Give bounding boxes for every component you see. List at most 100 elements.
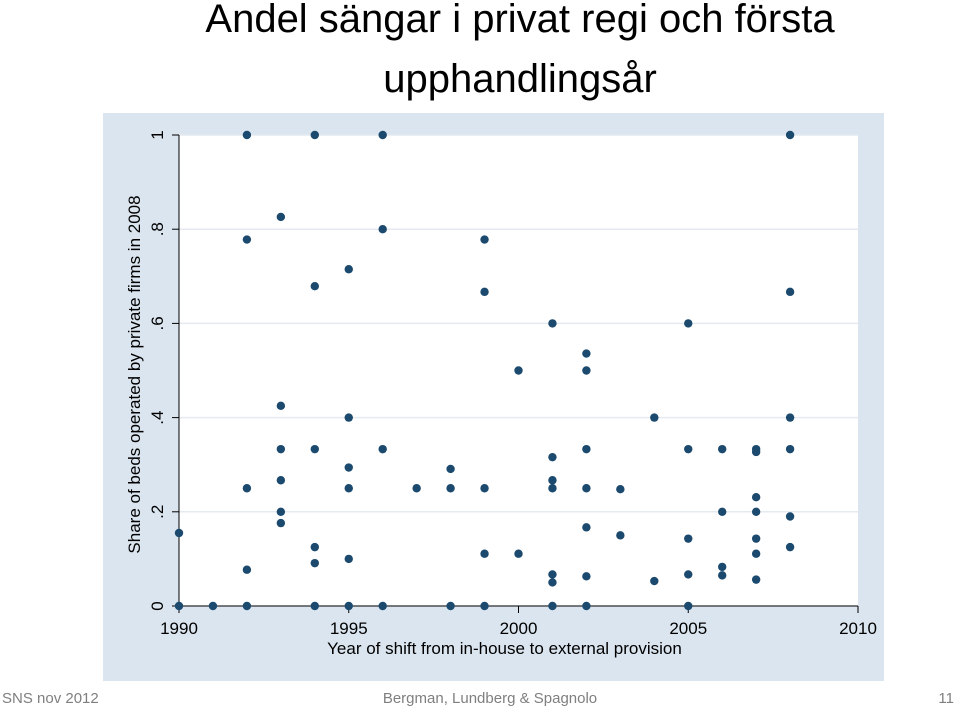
data-point xyxy=(446,484,455,493)
data-point xyxy=(242,601,252,611)
data-point xyxy=(751,447,761,457)
data-point xyxy=(548,570,557,579)
data-point xyxy=(785,542,795,552)
data-point xyxy=(310,130,319,140)
data-point xyxy=(582,366,591,375)
data-point xyxy=(344,463,353,472)
data-point xyxy=(378,130,387,140)
data-point xyxy=(684,444,693,454)
y-tick-label: 0 xyxy=(148,601,167,610)
data-point xyxy=(378,601,387,611)
page-number: 11 xyxy=(938,690,954,707)
x-tick-label: 2010 xyxy=(839,619,877,638)
data-point xyxy=(446,464,455,474)
data-point xyxy=(514,549,523,558)
data-point xyxy=(310,542,319,552)
data-point xyxy=(480,235,489,244)
data-point xyxy=(174,601,184,611)
data-point xyxy=(480,484,489,493)
data-point xyxy=(718,562,727,572)
data-point xyxy=(785,287,795,297)
data-point xyxy=(785,512,795,521)
y-tick-label: .2 xyxy=(148,505,167,519)
data-point xyxy=(412,484,421,493)
data-point xyxy=(276,507,286,516)
data-point xyxy=(310,601,319,611)
y-tick-label: .4 xyxy=(148,411,167,425)
data-point xyxy=(582,484,591,493)
data-point xyxy=(310,558,319,568)
data-point xyxy=(650,576,659,586)
data-point xyxy=(548,578,557,587)
data-point xyxy=(548,484,557,493)
chart-svg: 0 .2 .4 .6 .8 1 1990 1995 2000 2005 2010 Year of sh… xyxy=(103,113,884,681)
data-point xyxy=(684,319,693,328)
data-point xyxy=(548,476,557,485)
x-axis-title: Year of shift from in-house to external … xyxy=(327,639,682,658)
data-point xyxy=(242,484,252,493)
data-point xyxy=(582,444,591,454)
data-point xyxy=(582,523,591,532)
footer-date: SNS nov 2012 xyxy=(2,690,99,707)
x-tick-label: 2000 xyxy=(500,619,538,638)
data-point xyxy=(344,265,353,274)
data-point xyxy=(242,130,252,140)
data-point xyxy=(242,235,252,244)
data-point xyxy=(684,534,693,543)
data-point xyxy=(718,571,727,580)
data-point xyxy=(616,531,625,540)
data-point xyxy=(582,601,591,611)
scatter-chart: 0 .2 .4 .6 .8 1 1990 1995 2000 2005 2010 Year of sh… xyxy=(103,113,884,681)
data-point xyxy=(174,528,184,538)
data-point xyxy=(751,507,761,516)
data-point xyxy=(514,366,523,375)
data-point xyxy=(785,130,795,140)
y-axis-title: Share of beds operated by private firms … xyxy=(125,195,144,553)
data-point xyxy=(751,549,761,558)
y-tick-label: .8 xyxy=(148,222,167,236)
data-point xyxy=(582,572,591,581)
data-point xyxy=(548,452,557,462)
footer-authors: Bergman, Lundberg & Spagnolo xyxy=(382,690,598,707)
data-point xyxy=(718,444,727,454)
data-point xyxy=(208,601,218,611)
data-point xyxy=(242,565,252,574)
data-point xyxy=(344,413,353,422)
data-point xyxy=(480,601,489,611)
data-point xyxy=(378,444,387,454)
data-point xyxy=(480,287,489,297)
data-point xyxy=(785,444,795,454)
data-point xyxy=(480,549,489,558)
data-point xyxy=(785,413,795,422)
x-tick-label: 1995 xyxy=(330,619,368,638)
data-point xyxy=(684,601,693,611)
x-tick-label: 1990 xyxy=(160,619,198,638)
data-point xyxy=(616,484,625,494)
x-tick-label: 2005 xyxy=(669,619,707,638)
slide-title-line-2: upphandlingsår xyxy=(383,57,657,101)
data-point xyxy=(310,444,319,454)
data-point xyxy=(378,225,387,234)
data-point xyxy=(548,601,557,611)
data-point xyxy=(276,401,286,411)
data-point xyxy=(344,484,353,493)
data-point xyxy=(751,492,761,502)
slide-title-line-1: Andel sängar i privat regi och första xyxy=(205,0,835,41)
y-tick-label: 1 xyxy=(148,130,167,139)
data-point xyxy=(344,554,353,564)
data-point xyxy=(684,570,693,579)
data-point xyxy=(276,444,286,454)
y-tick-label: .6 xyxy=(148,316,167,330)
data-point xyxy=(446,601,455,611)
data-point xyxy=(718,507,727,516)
data-point xyxy=(310,281,319,291)
data-point xyxy=(548,319,557,328)
data-point xyxy=(276,476,286,485)
data-point xyxy=(582,349,591,358)
data-point xyxy=(751,575,761,584)
data-point xyxy=(276,518,286,528)
data-point xyxy=(344,601,353,611)
data-point xyxy=(650,413,659,422)
data-point xyxy=(751,534,761,543)
data-point xyxy=(276,212,286,222)
